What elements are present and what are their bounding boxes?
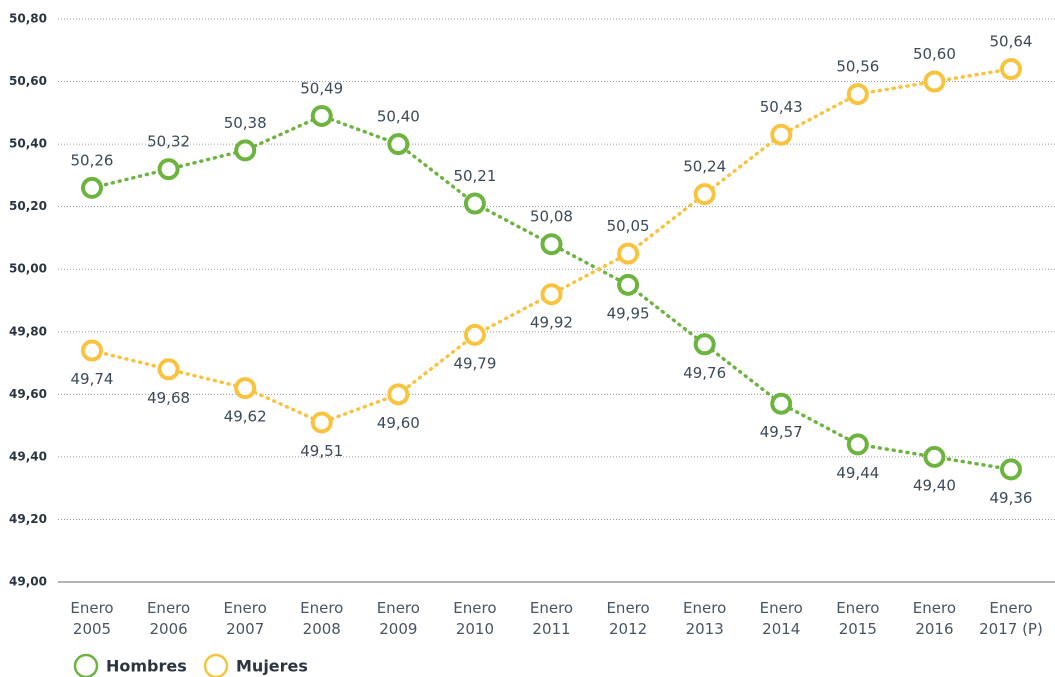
y-tick-label: 50,60 [9,74,47,88]
data-point [387,133,410,156]
x-tick-label: Enero 2012 [606,599,649,638]
data-point [770,392,793,415]
data-label: 49,36 [990,489,1033,507]
x-tick-label: Enero 2013 [683,599,726,638]
x-tick-label: Enero 2005 [70,599,113,638]
legend-label: Mujeres [236,657,308,676]
data-point [923,445,946,468]
data-label: 50,43 [760,98,803,116]
data-label: 49,92 [530,314,573,332]
legend-label: Hombres [106,657,187,676]
legend-marker [73,653,99,677]
data-label: 50,40 [377,108,420,126]
data-label: 49,79 [453,354,496,372]
data-point [310,411,333,434]
data-label: 50,08 [530,208,573,226]
data-label: 50,49 [300,79,343,97]
data-point [540,233,563,256]
data-point [310,104,333,127]
data-point [81,339,103,362]
data-point [157,158,180,181]
y-tick-label: 49,40 [9,449,47,463]
y-tick-label: 49,60 [9,387,47,401]
x-tick-label: Enero 2016 [913,599,956,638]
data-point [463,192,486,215]
data-label: 50,21 [453,167,496,185]
data-point [770,123,793,146]
data-label: 50,05 [607,217,650,235]
data-point [617,242,640,265]
data-point [387,383,410,406]
data-label: 50,26 [71,151,114,169]
data-label: 50,64 [990,33,1033,51]
data-label: 49,57 [760,423,803,441]
x-tick-label: Enero 2008 [300,599,343,638]
y-tick-label: 50,80 [9,12,47,26]
data-point [234,377,257,400]
y-tick-label: 49,20 [9,512,47,526]
data-point [1000,58,1022,81]
data-label: 49,68 [147,389,190,407]
data-point [463,323,486,346]
x-tick-label: Enero 2015 [836,599,879,638]
y-tick-label: 50,40 [9,137,47,151]
data-label: 49,60 [377,414,420,432]
x-tick-label: Enero 2009 [377,599,420,638]
data-label: 49,95 [607,304,650,322]
legend-marker [203,653,229,677]
data-point [617,273,640,296]
data-point [157,358,180,381]
data-point [693,333,716,356]
data-label: 50,24 [683,158,726,176]
x-tick-label: Enero 2006 [147,599,190,638]
x-tick-label: Enero 2017 (P) [979,599,1043,638]
data-label: 49,76 [683,364,726,382]
data-label: 50,38 [224,114,267,132]
y-tick-label: 49,00 [9,575,47,589]
y-tick-label: 50,20 [9,199,47,213]
x-tick-label: Enero 2007 [224,599,267,638]
data-point [234,139,257,162]
data-point [540,283,563,306]
data-point [923,70,946,93]
data-point [1000,458,1022,481]
data-point [693,183,716,206]
data-label: 49,51 [300,442,343,460]
data-label: 50,60 [913,45,956,63]
data-label: 49,74 [71,370,114,388]
x-tick-label: Enero 2010 [453,599,496,638]
x-tick-label: Enero 2011 [530,599,573,638]
y-tick-label: 50,00 [9,262,47,276]
y-tick-label: 49,80 [9,324,47,338]
data-label: 50,56 [836,58,879,76]
data-label: 50,32 [147,133,190,151]
data-label: 49,44 [836,464,879,482]
data-point [846,433,869,456]
data-label: 49,62 [224,408,267,426]
data-point [846,83,869,106]
x-tick-label: Enero 2014 [760,599,803,638]
data-label: 49,40 [913,476,956,494]
data-point [81,176,103,199]
